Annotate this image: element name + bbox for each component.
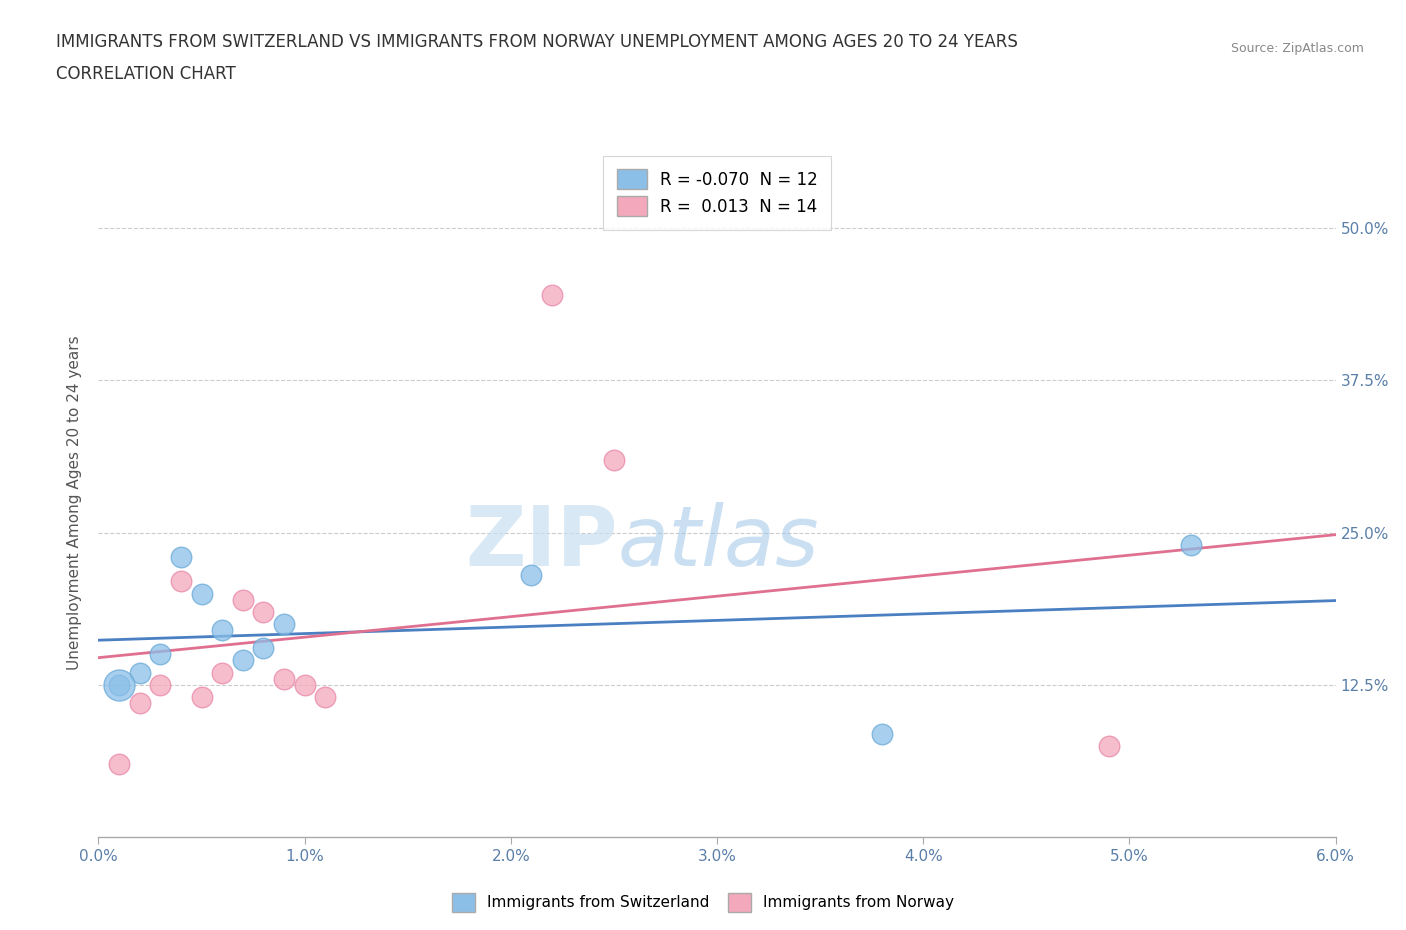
Point [314,689,336,704]
Point [232,653,254,668]
Point [149,677,172,692]
Text: ZIP: ZIP [465,502,619,583]
Point [273,617,295,631]
Point [603,452,626,467]
Point [541,287,564,302]
Legend: Immigrants from Switzerland, Immigrants from Norway: Immigrants from Switzerland, Immigrants … [446,887,960,918]
Point [190,586,212,601]
Text: IMMIGRANTS FROM SWITZERLAND VS IMMIGRANTS FROM NORWAY UNEMPLOYMENT AMONG AGES 20: IMMIGRANTS FROM SWITZERLAND VS IMMIGRANT… [56,33,1018,50]
Point [273,671,295,686]
Point [1098,738,1121,753]
Point [211,665,233,680]
Point [190,689,212,704]
Point [252,604,274,619]
Text: atlas: atlas [619,502,820,583]
Y-axis label: Unemployment Among Ages 20 to 24 years: Unemployment Among Ages 20 to 24 years [67,335,83,670]
Point [170,550,193,565]
Point [252,641,274,656]
Point [128,665,150,680]
Text: CORRELATION CHART: CORRELATION CHART [56,65,236,83]
Point [211,622,233,637]
Text: Source: ZipAtlas.com: Source: ZipAtlas.com [1230,42,1364,55]
Point [232,592,254,607]
Point [870,726,893,741]
Point [149,647,172,662]
Point [294,677,316,692]
Point [108,677,131,692]
Point [170,574,193,589]
Point [128,696,150,711]
Point [1180,538,1202,552]
Point [108,756,131,771]
Point [108,677,131,692]
Legend: R = -0.070  N = 12, R =  0.013  N = 14: R = -0.070 N = 12, R = 0.013 N = 14 [603,155,831,230]
Point [520,568,543,583]
